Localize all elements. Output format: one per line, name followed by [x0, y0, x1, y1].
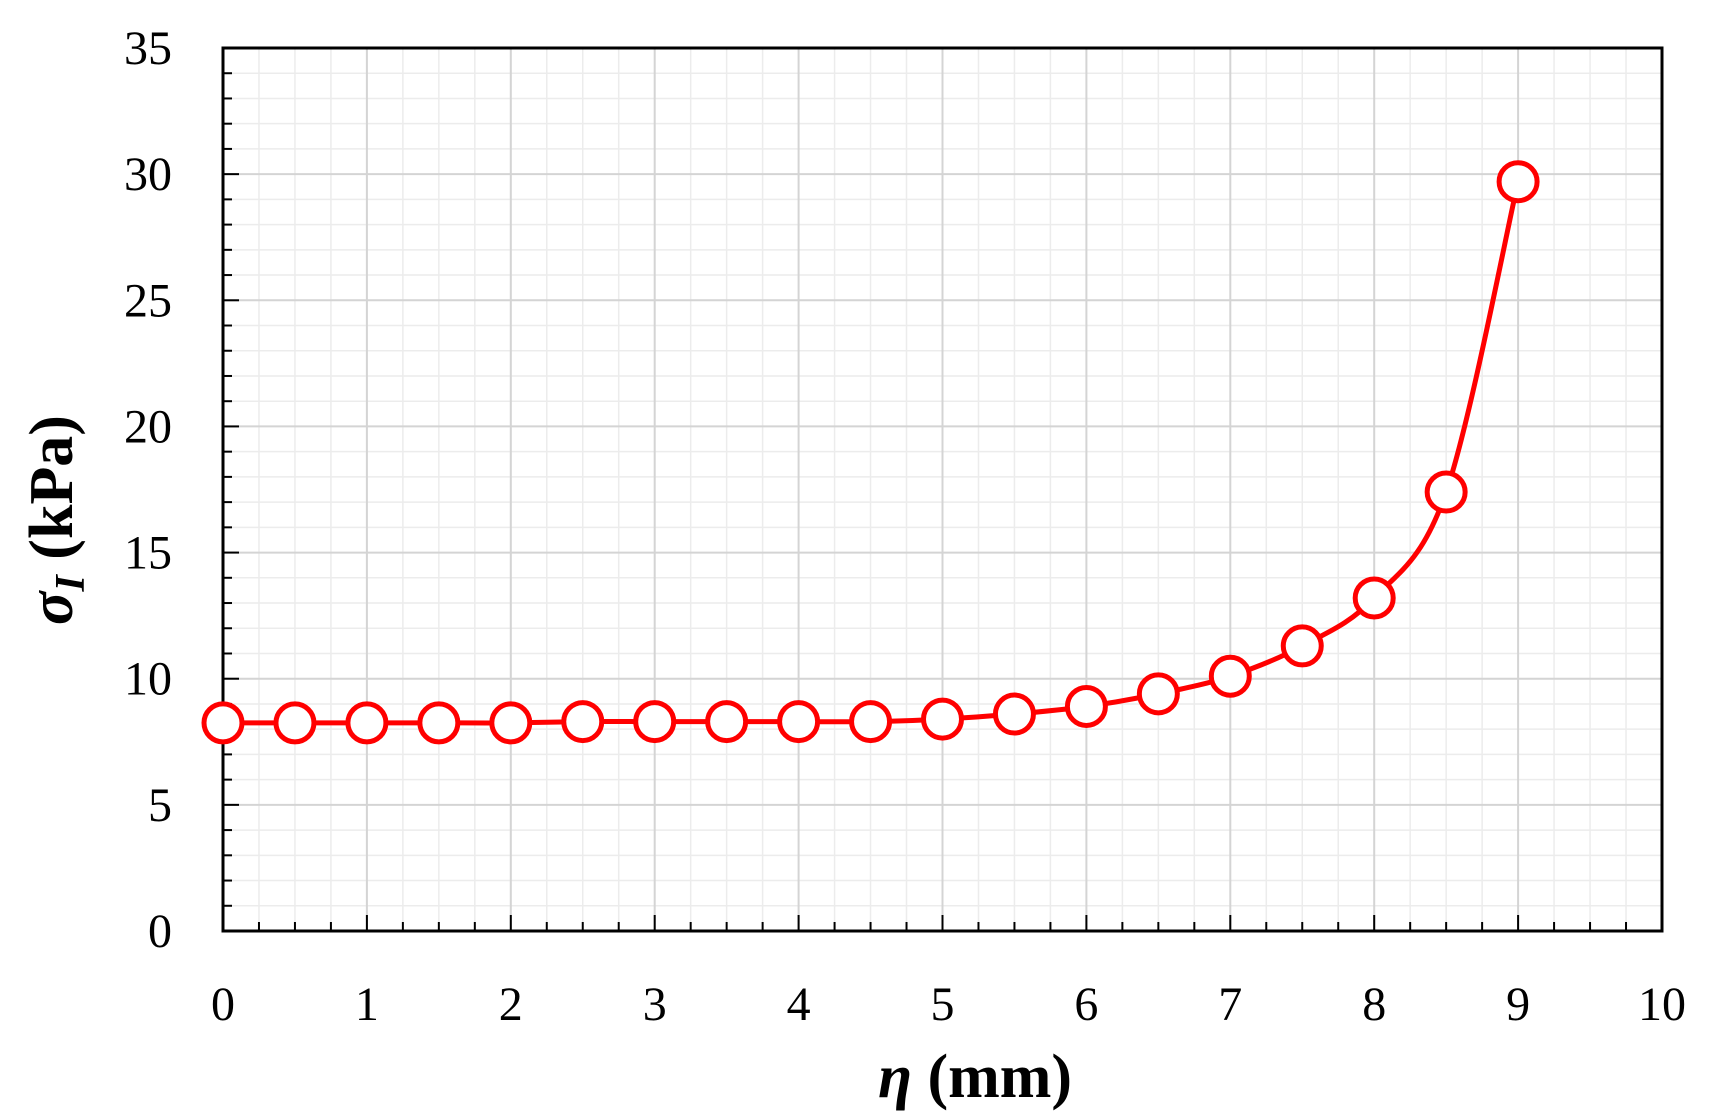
data-point — [921, 697, 964, 741]
data-point — [1208, 654, 1252, 698]
series-markers — [201, 160, 1540, 745]
y-tick-labels: 0 5 10 15 20 25 30 35 — [124, 22, 172, 958]
x-tick-label: 2 — [499, 978, 523, 1031]
x-tick-label: 9 — [1506, 978, 1530, 1031]
major-gridlines — [223, 48, 1662, 931]
data-point — [273, 701, 317, 745]
x-tick-label: 0 — [211, 978, 235, 1031]
x-tick-label: 8 — [1362, 978, 1386, 1031]
y-axis-unit: (kPa) — [18, 415, 86, 575]
data-point — [201, 701, 245, 745]
y-tick-label: 15 — [124, 527, 172, 580]
y-axis-title: σI (kPa) — [18, 415, 94, 625]
x-tick-label: 4 — [787, 978, 811, 1031]
y-tick-label: 30 — [124, 148, 172, 201]
data-point — [1424, 470, 1468, 514]
x-tick-label: 1 — [355, 978, 379, 1031]
data-point — [345, 701, 389, 745]
y-tick-label: 25 — [124, 274, 172, 327]
y-axis-subscript: I — [48, 574, 94, 593]
x-tick-labels: 0 1 2 3 4 5 6 7 8 9 10 — [211, 978, 1686, 1031]
x-tick-label: 3 — [643, 978, 667, 1031]
y-tick-label: 5 — [148, 779, 172, 832]
x-axis-symbol: η — [878, 1043, 912, 1111]
y-tick-label: 10 — [124, 653, 172, 706]
axis-ticks — [222, 47, 1663, 932]
y-tick-label: 20 — [124, 400, 172, 453]
data-point — [1280, 624, 1324, 668]
x-tick-label: 6 — [1074, 978, 1098, 1031]
y-tick-label: 35 — [124, 22, 172, 75]
data-point — [633, 700, 677, 744]
data-point — [849, 700, 893, 744]
data-point — [1352, 576, 1396, 620]
data-point — [1064, 684, 1108, 728]
x-tick-label: 7 — [1218, 978, 1242, 1031]
x-axis-title: η (mm) — [878, 1043, 1072, 1111]
data-point — [777, 700, 821, 744]
data-point — [1136, 672, 1180, 716]
data-point — [992, 692, 1036, 736]
x-axis-unit: (mm) — [912, 1043, 1072, 1111]
y-axis-symbol: σ — [18, 590, 86, 625]
data-point — [561, 700, 605, 744]
data-point — [1496, 160, 1540, 204]
x-tick-label: 5 — [931, 978, 955, 1031]
data-point — [417, 701, 461, 745]
data-point — [705, 700, 749, 744]
data-point — [489, 701, 533, 745]
y-tick-label: 0 — [148, 905, 172, 958]
x-tick-label: 10 — [1638, 978, 1686, 1031]
